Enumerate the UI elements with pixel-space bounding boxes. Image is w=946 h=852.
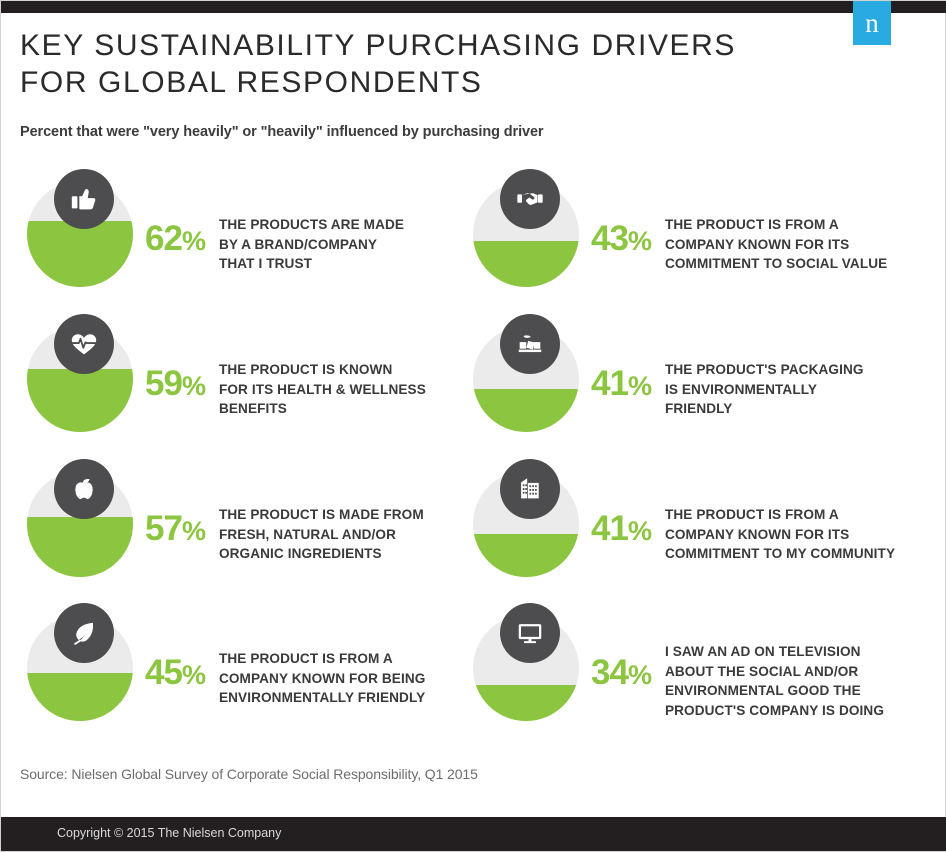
- driver-label: THE PRODUCT IS KNOWN FOR ITS HEALTH & WE…: [218, 362, 426, 416]
- gauge-circle: [27, 459, 133, 577]
- page-title: KEY SUSTAINABILITY PURCHASING DRIVERS FO…: [20, 29, 737, 99]
- drivers-grid: 62% THE PRODUCTS ARE MADE BY A BRAND/COM…: [1, 169, 946, 735]
- percent-value: 62: [145, 219, 183, 258]
- top-bar: [1, 1, 946, 13]
- gauge-fill: [27, 516, 133, 577]
- driver-item: 41% THE PRODUCT'S PACKAGING IS ENVIRONME…: [473, 314, 864, 432]
- buildings-icon: [500, 459, 560, 519]
- header: KEY SUSTAINABILITY PURCHASING DRIVERS FO…: [20, 27, 780, 101]
- driver-label: THE PRODUCT IS FROM A COMPANY KNOWN FOR …: [664, 217, 888, 271]
- percent-value: 57: [145, 509, 183, 548]
- gauge-fill: [473, 388, 579, 432]
- percent-value: 34: [591, 653, 629, 692]
- gauge-track: [27, 326, 133, 432]
- percent-symbol: %: [181, 516, 206, 546]
- percent-symbol: %: [627, 226, 652, 256]
- driver-item: 43% THE PRODUCT IS FROM A COMPANY KNOWN …: [473, 169, 887, 287]
- heart-pulse-icon: [54, 314, 114, 374]
- percent-symbol: %: [181, 226, 206, 256]
- gauge-circle: [473, 169, 579, 287]
- percent-symbol: %: [181, 660, 206, 690]
- driver-item: 41% THE PRODUCT IS FROM A COMPANY KNOWN …: [473, 459, 895, 577]
- driver-label: THE PRODUCTS ARE MADE BY A BRAND/COMPANY…: [218, 217, 405, 271]
- gauge-circle: [473, 314, 579, 432]
- driver-label: THE PRODUCT IS FROM A COMPANY KNOWN FOR …: [664, 507, 896, 561]
- percent-value: 59: [145, 364, 183, 403]
- driver-item: 59% THE PRODUCT IS KNOWN FOR ITS HEALTH …: [27, 314, 426, 432]
- driver-percent: 41%: [591, 509, 652, 548]
- package-recycle-icon: [500, 314, 560, 374]
- gauge-circle: [473, 459, 579, 577]
- percent-symbol: %: [627, 516, 652, 546]
- driver-percent: 62%: [145, 219, 206, 258]
- percent-value: 41: [591, 364, 629, 403]
- copyright-text: Copyright © 2015 The Nielsen Company: [57, 826, 282, 840]
- percent-value: 45: [145, 653, 183, 692]
- driver-label: THE PRODUCT IS MADE FROM FRESH, NATURAL …: [218, 507, 424, 561]
- gauge-fill: [473, 684, 579, 721]
- percent-symbol: %: [627, 660, 652, 690]
- driver-percent: 41%: [591, 364, 652, 403]
- handshake-icon: [500, 169, 560, 229]
- driver-percent: 57%: [145, 509, 206, 548]
- gauge-fill: [27, 369, 133, 432]
- gauge-circle: [27, 603, 133, 721]
- source-note: Source: Nielsen Global Survey of Corpora…: [20, 766, 478, 782]
- driver-item: 45% THE PRODUCT IS FROM A COMPANY KNOWN …: [27, 603, 425, 721]
- driver-percent: 43%: [591, 219, 652, 258]
- driver-percent: 45%: [145, 653, 206, 692]
- gauge-circle: [473, 603, 579, 721]
- nielsen-logo: n: [853, 1, 891, 45]
- percent-symbol: %: [181, 371, 206, 401]
- television-icon: [500, 603, 560, 663]
- gauge-fill: [473, 533, 579, 577]
- subtitle: Percent that were "very heavily" or "hea…: [20, 124, 544, 140]
- driver-item: 57% THE PRODUCT IS MADE FROM FRESH, NATU…: [27, 459, 424, 577]
- driver-percent: 59%: [145, 364, 206, 403]
- gauge-fill: [473, 241, 579, 287]
- percent-value: 43: [591, 219, 629, 258]
- driver-label: I SAW AN AD ON TELEVISION ABOUT THE SOCI…: [664, 644, 885, 718]
- percent-value: 41: [591, 509, 629, 548]
- driver-label: THE PRODUCT IS FROM A COMPANY KNOWN FOR …: [218, 651, 426, 705]
- percent-symbol: %: [627, 371, 652, 401]
- bottom-bar: Copyright © 2015 The Nielsen Company: [1, 817, 946, 851]
- gauge-circle: [27, 169, 133, 287]
- gauge-track: [27, 615, 133, 721]
- driver-label: THE PRODUCT'S PACKAGING IS ENVIRONMENTAL…: [664, 362, 864, 416]
- leaf-icon: [54, 603, 114, 663]
- gauge-fill: [27, 673, 133, 721]
- thumbs-up-icon: [54, 169, 114, 229]
- gauge-fill: [27, 221, 133, 287]
- gauge-circle: [27, 314, 133, 432]
- driver-item: 62% THE PRODUCTS ARE MADE BY A BRAND/COM…: [27, 169, 404, 287]
- driver-item: 34% I SAW AN AD ON TELEVISION ABOUT THE …: [473, 603, 884, 721]
- driver-percent: 34%: [591, 653, 652, 692]
- apple-icon: [54, 459, 114, 519]
